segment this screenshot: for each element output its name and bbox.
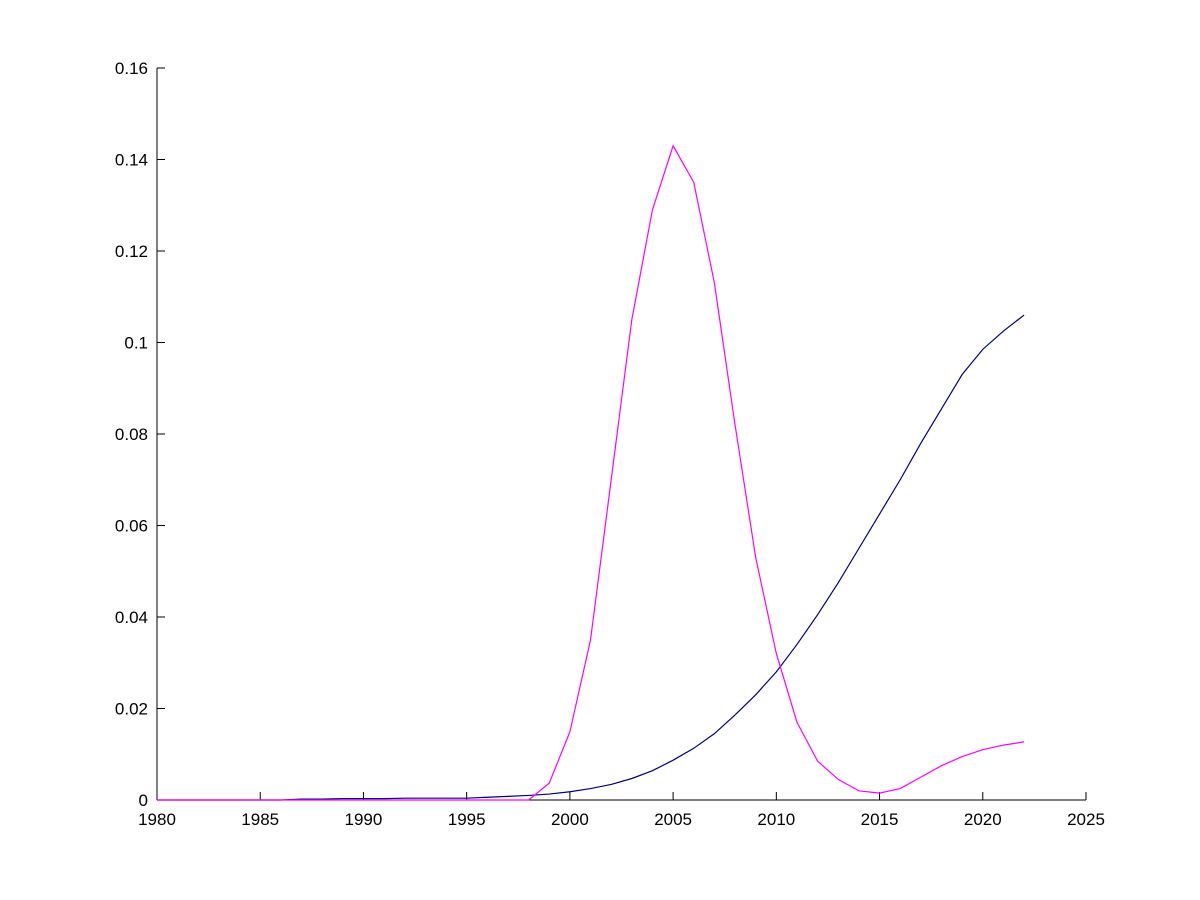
y-tick-label: 0.16 [115,59,148,78]
y-tick-label: 0.02 [115,700,148,719]
x-tick-label: 1985 [241,810,279,829]
y-tick-label: 0.14 [115,151,148,170]
x-tick-label: 2005 [654,810,692,829]
x-tick-label: 2010 [757,810,795,829]
line-series [157,144,1025,801]
y-tick-label: 0.1 [124,334,148,353]
y-tick-label: 0 [139,791,148,810]
y-tick-label: 0.04 [115,608,148,627]
y-tick-label: 0.08 [115,425,148,444]
y-tick-label: 0.06 [115,517,148,536]
x-tick-label: 1995 [448,810,486,829]
x-tick-label: 2020 [964,810,1002,829]
line-series [157,314,1025,801]
y-tick-label: 0.12 [115,242,148,261]
x-tick-label: 2000 [551,810,589,829]
x-tick-label: 2015 [861,810,899,829]
x-tick-label: 1980 [138,810,176,829]
x-tick-label: 1990 [345,810,383,829]
x-tick-label: 2025 [1067,810,1105,829]
